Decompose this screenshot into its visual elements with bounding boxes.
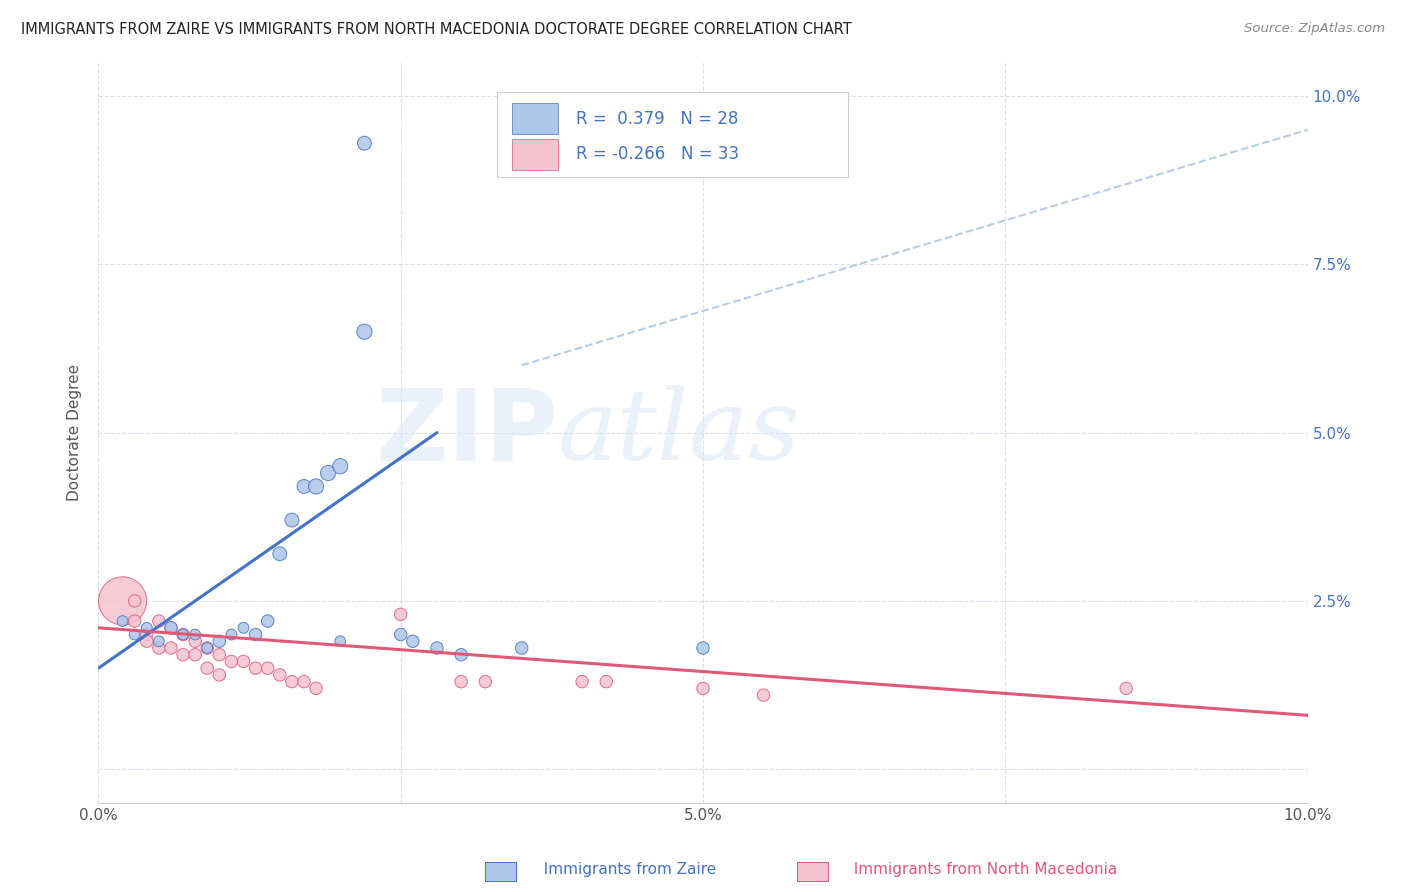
Point xyxy=(692,681,714,696)
Point xyxy=(245,627,267,641)
Point xyxy=(232,621,254,635)
Point xyxy=(221,655,243,669)
Point xyxy=(305,479,328,493)
Point xyxy=(281,674,304,689)
Point xyxy=(160,621,183,635)
Point xyxy=(752,688,775,702)
Point xyxy=(269,547,291,561)
Point xyxy=(172,627,194,641)
Point xyxy=(208,668,231,682)
Point xyxy=(353,136,375,151)
Text: R = -0.266   N = 33: R = -0.266 N = 33 xyxy=(576,145,740,163)
Point xyxy=(195,640,218,655)
Point xyxy=(450,648,472,662)
Point xyxy=(124,627,146,641)
Point xyxy=(208,648,231,662)
Point xyxy=(329,459,352,474)
Point xyxy=(305,681,328,696)
Point xyxy=(316,466,339,480)
Point xyxy=(111,614,134,628)
Point xyxy=(595,674,617,689)
Text: R =  0.379   N = 28: R = 0.379 N = 28 xyxy=(576,110,738,128)
Point xyxy=(148,640,170,655)
Point xyxy=(124,594,146,608)
Point xyxy=(292,674,315,689)
Point xyxy=(221,627,243,641)
Point xyxy=(124,614,146,628)
Point xyxy=(184,648,207,662)
Text: ZIP: ZIP xyxy=(375,384,558,481)
Point xyxy=(148,614,170,628)
Point xyxy=(426,640,449,655)
Point xyxy=(329,634,352,648)
Point xyxy=(281,513,304,527)
Point xyxy=(353,325,375,339)
Point xyxy=(160,621,183,635)
Point xyxy=(135,627,157,641)
Point xyxy=(1115,681,1137,696)
Point xyxy=(474,674,496,689)
Point xyxy=(111,594,134,608)
Text: IMMIGRANTS FROM ZAIRE VS IMMIGRANTS FROM NORTH MACEDONIA DOCTORATE DEGREE CORREL: IMMIGRANTS FROM ZAIRE VS IMMIGRANTS FROM… xyxy=(21,22,852,37)
Point xyxy=(232,655,254,669)
Point xyxy=(450,674,472,689)
Point xyxy=(389,627,412,641)
Y-axis label: Doctorate Degree: Doctorate Degree xyxy=(67,364,83,501)
FancyBboxPatch shape xyxy=(498,92,848,178)
FancyBboxPatch shape xyxy=(512,138,558,169)
Point xyxy=(245,661,267,675)
Point xyxy=(195,661,218,675)
Point xyxy=(269,668,291,682)
Point xyxy=(256,661,278,675)
FancyBboxPatch shape xyxy=(512,103,558,135)
Point xyxy=(184,634,207,648)
Point xyxy=(184,627,207,641)
Point xyxy=(292,479,315,493)
Point xyxy=(195,640,218,655)
Point xyxy=(510,640,533,655)
Point xyxy=(389,607,412,622)
Point xyxy=(135,634,157,648)
Point xyxy=(256,614,278,628)
Point xyxy=(160,640,183,655)
Point xyxy=(172,648,194,662)
Text: Immigrants from North Macedonia: Immigrants from North Macedonia xyxy=(844,863,1116,877)
Point xyxy=(208,634,231,648)
Text: atlas: atlas xyxy=(558,385,800,480)
Point xyxy=(402,634,425,648)
Text: Immigrants from Zaire: Immigrants from Zaire xyxy=(534,863,717,877)
Point xyxy=(172,627,194,641)
Text: Source: ZipAtlas.com: Source: ZipAtlas.com xyxy=(1244,22,1385,36)
Point xyxy=(571,674,593,689)
Point xyxy=(148,634,170,648)
Point xyxy=(135,621,157,635)
Point xyxy=(692,640,714,655)
